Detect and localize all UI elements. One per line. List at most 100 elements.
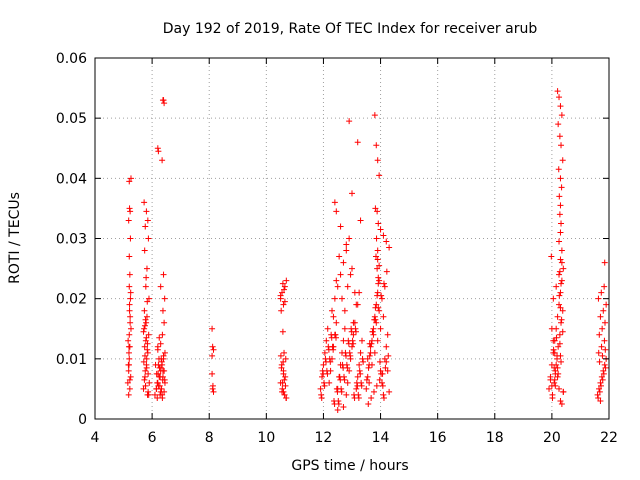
data-point (377, 226, 384, 233)
data-point (550, 346, 557, 353)
data-point (282, 382, 289, 389)
data-point (372, 253, 379, 260)
data-point (380, 313, 387, 320)
data-point (127, 319, 134, 326)
data-point (556, 385, 563, 392)
data-point (551, 364, 558, 371)
data-point (383, 358, 390, 365)
data-point (154, 394, 161, 401)
y-tick-label: 0.05 (56, 111, 87, 127)
data-point (598, 382, 605, 389)
data-point (318, 391, 325, 398)
data-point (155, 370, 162, 377)
data-point (380, 232, 387, 239)
data-point (158, 385, 165, 392)
data-point (142, 382, 149, 389)
x-tick-label: 4 (91, 430, 100, 446)
data-point (353, 379, 360, 386)
data-point (210, 388, 217, 395)
data-point (556, 268, 563, 275)
data-point (281, 298, 288, 305)
data-point (331, 397, 338, 404)
data-point (381, 283, 388, 290)
data-point (601, 337, 608, 344)
data-point (353, 301, 360, 308)
data-point (334, 406, 341, 413)
data-point (558, 319, 565, 326)
data-point (209, 370, 216, 377)
data-point (376, 376, 383, 383)
x-tick-label: 10 (257, 430, 275, 446)
data-point (384, 367, 391, 374)
data-point (602, 346, 609, 353)
data-point (155, 148, 162, 155)
data-point (281, 283, 288, 290)
y-tick-label: 0 (78, 412, 87, 428)
data-point (383, 238, 390, 245)
data-point (159, 376, 166, 383)
y-tick-label: 0.02 (56, 292, 87, 308)
data-point (376, 262, 383, 269)
data-point (376, 307, 383, 314)
data-point (370, 325, 377, 332)
data-point (554, 373, 561, 380)
data-point (557, 397, 564, 404)
data-point (598, 343, 605, 350)
data-point (126, 376, 133, 383)
data-point (601, 283, 608, 290)
data-point (145, 295, 152, 302)
data-point (374, 256, 381, 263)
data-point (558, 358, 565, 365)
data-point (354, 382, 361, 389)
data-point (320, 361, 327, 368)
data-point (146, 379, 153, 386)
data-point (356, 289, 363, 296)
data-point (126, 283, 133, 290)
data-point (378, 292, 385, 299)
data-point (349, 190, 355, 197)
data-point (599, 325, 606, 332)
data-point (555, 121, 562, 128)
data-point (382, 364, 389, 371)
data-point (600, 367, 607, 374)
data-point (126, 253, 133, 260)
data-point (319, 367, 326, 374)
y-tick-label: 0.04 (56, 171, 87, 187)
data-point (339, 361, 346, 368)
data-point (336, 253, 343, 260)
data-point (142, 316, 149, 323)
x-axis-ticks: 4 6 8 10 12 14 16 18 20 22 (91, 58, 618, 446)
data-point (556, 301, 563, 308)
data-point (558, 316, 565, 323)
data-point (141, 199, 148, 206)
data-point (598, 373, 605, 380)
data-point (322, 355, 329, 362)
data-point (596, 358, 603, 365)
data-point (126, 355, 133, 362)
data-point (345, 337, 352, 344)
data-point (278, 307, 285, 314)
data-point (143, 355, 150, 362)
data-point (142, 337, 149, 344)
data-point (160, 271, 167, 278)
data-point (158, 355, 165, 362)
data-point (346, 235, 353, 242)
x-tick-label: 8 (205, 430, 214, 446)
data-point (595, 394, 602, 401)
data-point (364, 373, 371, 380)
data-point (558, 142, 565, 149)
data-point (141, 343, 148, 350)
data-point (556, 340, 563, 347)
data-point (140, 358, 147, 365)
data-point (378, 295, 385, 302)
data-point (341, 307, 348, 314)
data-point (600, 370, 607, 377)
data-point (127, 235, 134, 242)
data-point (373, 142, 380, 149)
data-point (549, 394, 556, 401)
data-point (555, 166, 562, 173)
x-tick-label: 6 (148, 430, 157, 446)
data-point (125, 361, 132, 368)
data-point (602, 319, 609, 326)
